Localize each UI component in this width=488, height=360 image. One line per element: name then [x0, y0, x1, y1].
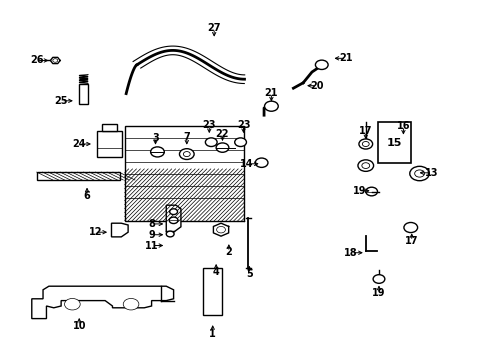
Text: 19: 19	[371, 288, 385, 298]
Bar	[37, 172, 120, 180]
Text: 5: 5	[245, 269, 252, 279]
Circle shape	[169, 209, 177, 215]
Text: 2: 2	[225, 247, 232, 257]
Text: 12: 12	[88, 227, 102, 237]
Text: 16: 16	[396, 121, 409, 131]
Circle shape	[183, 152, 190, 157]
Text: 7: 7	[183, 132, 190, 142]
Bar	[124, 126, 244, 221]
Text: 23: 23	[236, 120, 250, 130]
Text: 24: 24	[72, 139, 86, 149]
Circle shape	[403, 222, 417, 233]
Text: 21: 21	[264, 88, 278, 98]
Polygon shape	[32, 286, 173, 319]
Circle shape	[216, 143, 228, 152]
Text: 17: 17	[358, 126, 372, 136]
Text: 23: 23	[202, 120, 216, 130]
Text: 17: 17	[404, 236, 418, 246]
Text: 8: 8	[148, 219, 155, 229]
Text: 10: 10	[72, 321, 86, 331]
Circle shape	[362, 141, 368, 147]
Polygon shape	[166, 205, 181, 232]
Text: 13: 13	[424, 168, 437, 178]
Text: 18: 18	[344, 248, 357, 258]
Text: 4: 4	[212, 267, 219, 277]
Text: 27: 27	[207, 23, 221, 33]
Text: 3: 3	[152, 132, 159, 143]
Circle shape	[358, 139, 372, 149]
Circle shape	[64, 298, 80, 310]
Circle shape	[255, 158, 267, 167]
Circle shape	[169, 217, 178, 224]
Bar	[377, 122, 410, 163]
Circle shape	[150, 147, 164, 157]
Text: 21: 21	[339, 53, 352, 63]
Text: 11: 11	[144, 240, 158, 251]
Circle shape	[53, 59, 58, 62]
Circle shape	[166, 231, 174, 237]
Bar	[79, 84, 88, 104]
Text: 20: 20	[309, 81, 323, 91]
Circle shape	[365, 187, 377, 196]
Text: 19: 19	[352, 186, 366, 196]
Text: 15: 15	[386, 138, 401, 148]
Circle shape	[123, 298, 139, 310]
Circle shape	[315, 60, 327, 69]
Text: 25: 25	[54, 96, 68, 106]
Circle shape	[179, 149, 194, 159]
Circle shape	[357, 160, 373, 171]
Text: 6: 6	[83, 191, 90, 201]
Text: 9: 9	[148, 230, 155, 240]
Circle shape	[234, 138, 246, 147]
Bar	[102, 124, 117, 131]
Circle shape	[264, 101, 278, 111]
Text: 1: 1	[209, 329, 216, 339]
Circle shape	[361, 163, 369, 168]
Circle shape	[409, 166, 428, 181]
Text: 22: 22	[215, 129, 229, 139]
Text: 26: 26	[30, 55, 43, 66]
Circle shape	[372, 275, 384, 283]
Circle shape	[414, 170, 424, 177]
Bar	[97, 131, 122, 157]
Polygon shape	[111, 223, 128, 237]
Circle shape	[216, 226, 225, 233]
Circle shape	[205, 138, 217, 147]
Bar	[203, 268, 221, 315]
Text: 14: 14	[240, 159, 253, 169]
